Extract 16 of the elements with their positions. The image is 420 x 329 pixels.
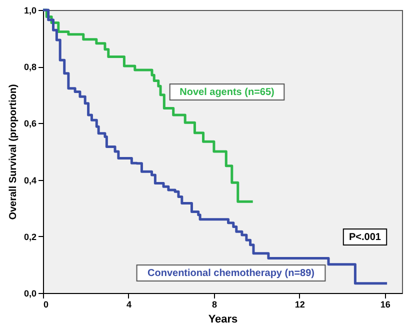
y-tick-label: 0,8 (24, 62, 36, 72)
y-tick-label: 0,0 (24, 288, 36, 298)
x-tick-label: 16 (380, 300, 390, 310)
y-axis-title: Overall Survival (proportion) (8, 84, 19, 220)
x-tick-label: 0 (44, 300, 49, 310)
y-tick-label: 0,6 (24, 118, 36, 129)
y-tick-label: 1,0 (24, 6, 36, 16)
x-tick-label: 12 (294, 300, 305, 310)
series-label: Novel agents (n=65) (180, 87, 274, 98)
x-tick-label: 8 (212, 300, 217, 310)
y-tick-label: 0,2 (24, 232, 36, 242)
annotation: P<.001 (349, 232, 382, 243)
series-label: Conventional chemotherapy (n=89) (148, 268, 314, 279)
x-tick-label: 4 (126, 300, 132, 310)
y-tick-label: 0,4 (24, 175, 36, 186)
x-axis-title: Years (208, 314, 238, 326)
